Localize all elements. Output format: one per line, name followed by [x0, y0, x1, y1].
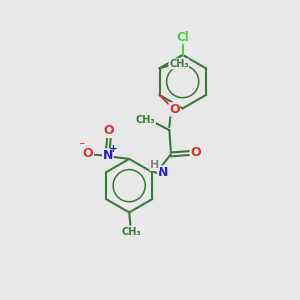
Text: O: O	[82, 147, 93, 160]
Text: +: +	[110, 144, 118, 154]
Text: H: H	[150, 160, 159, 170]
Text: O: O	[104, 124, 114, 137]
Text: Cl: Cl	[176, 31, 189, 44]
Text: ⁻: ⁻	[79, 140, 85, 153]
Text: CH₃: CH₃	[169, 59, 189, 69]
Text: N: N	[158, 166, 168, 179]
Text: O: O	[169, 103, 180, 116]
Text: N: N	[103, 149, 113, 162]
Text: O: O	[190, 146, 201, 160]
Text: CH₃: CH₃	[121, 227, 141, 237]
Text: CH₃: CH₃	[136, 115, 155, 125]
